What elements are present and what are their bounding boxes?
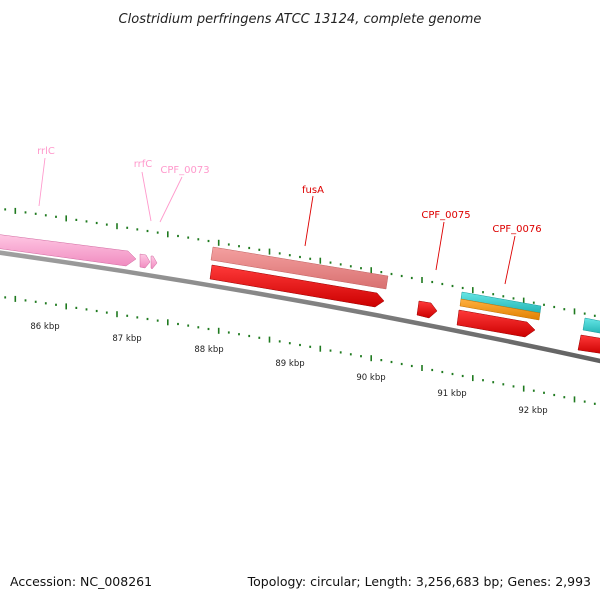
genome-backbone: [0, 250, 600, 364]
outer-tick-track: [4, 207, 596, 317]
kbp-label-86: 86 kbp: [30, 322, 59, 332]
gene-labels: rrlC rrfC CPF_0073 fusA CPF_0075 CPF_007…: [37, 146, 542, 235]
leader-CPF_0073: [159, 176, 183, 223]
gene-label-CPF_0076[interactable]: CPF_0076: [492, 224, 541, 235]
gene-cyan-bar-edge[interactable]: [582, 317, 600, 334]
leader-rrlC: [38, 157, 46, 207]
accession-text: Accession: NC_008261: [10, 574, 152, 589]
gene-label-rrfC[interactable]: rrfC: [134, 159, 153, 170]
gene-label-fusA[interactable]: fusA: [302, 185, 324, 196]
kbp-label-92: 92 kbp: [518, 406, 547, 416]
leader-rrfC: [141, 171, 152, 222]
kbp-label-91: 91 kbp: [437, 389, 466, 399]
leader-fusA: [304, 195, 314, 247]
leader-CPF_0075: [435, 221, 445, 271]
gene-CPF_0076-cds-arrow[interactable]: [456, 309, 536, 338]
leader-CPF_0076: [504, 235, 516, 285]
kbp-label-89: 89 kbp: [275, 359, 304, 369]
inner-tick-track: [4, 295, 596, 405]
kbp-labels: 86 kbp 87 kbp 88 kbp 89 kbp 90 kbp 91 kb…: [30, 322, 547, 416]
gene-rrfC-arrow[interactable]: [139, 253, 151, 269]
gene-label-CPF_0073[interactable]: CPF_0073: [160, 165, 209, 176]
gene-CPF_0076-orange-bar[interactable]: [459, 298, 541, 321]
gene-cds-arrow-edge[interactable]: [577, 334, 600, 354]
gene-label-rrlC[interactable]: rrlC: [37, 146, 55, 157]
genome-summary-text: Topology: circular; Length: 3,256,683 bp…: [247, 574, 591, 589]
gene-fusA-bar[interactable]: [210, 246, 389, 290]
cds-features: [209, 264, 600, 354]
kbp-label-87: 87 kbp: [112, 334, 141, 344]
label-leaders: [38, 157, 516, 285]
gene-label-CPF_0075[interactable]: CPF_0075: [421, 210, 470, 221]
gene-CPF_0075-cds-arrow[interactable]: [416, 300, 438, 319]
gene-rrlC-arrow[interactable]: [0, 234, 137, 267]
kbp-label-90: 90 kbp: [356, 373, 385, 383]
gene-fusA-cds-arrow[interactable]: [209, 264, 385, 308]
gene-CPF_0073-arrow[interactable]: [150, 255, 158, 270]
map-title: Clostridium perfringens ATCC 13124, comp…: [119, 12, 482, 27]
kbp-label-88: 88 kbp: [194, 345, 223, 355]
forward-strand-features: [0, 234, 600, 334]
